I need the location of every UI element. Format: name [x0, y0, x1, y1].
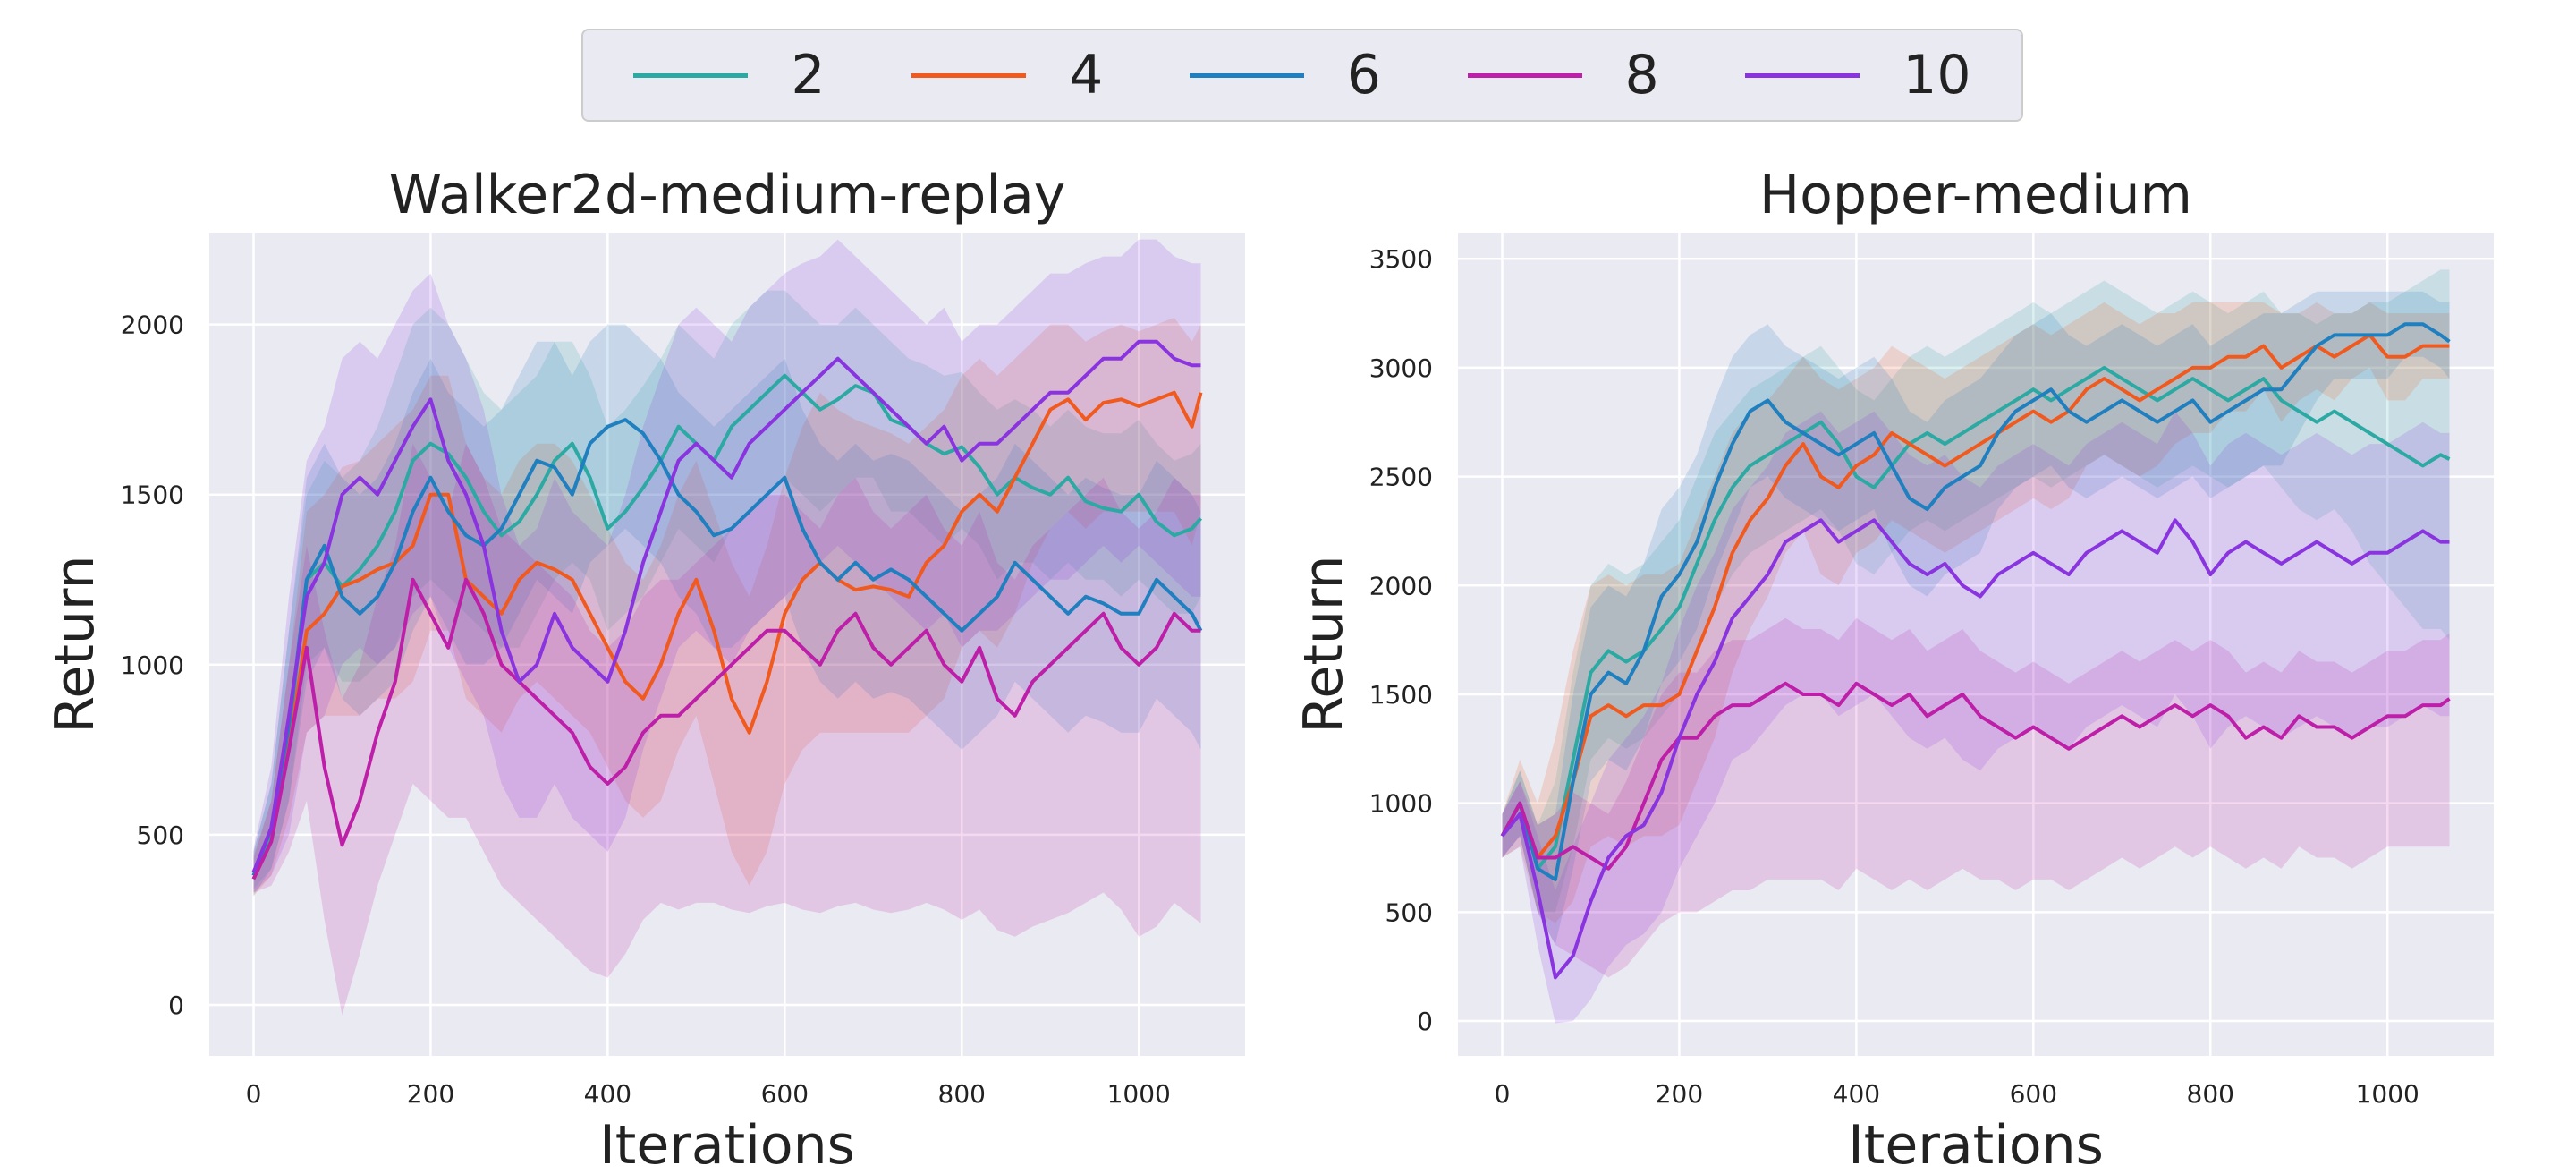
x-axis-label: Iterations [1848, 1114, 2104, 1174]
line-series-10 [251, 339, 1201, 873]
band-series-6 [1502, 291, 2450, 945]
legend-entry-6: 6 [1189, 44, 1410, 106]
line-series-10 [1500, 518, 2450, 980]
line-series-6 [1500, 322, 2451, 881]
y-tick-label: 500 [1385, 898, 1433, 927]
y-tick-label: 500 [137, 821, 184, 850]
hopper-panel: 0 200 400 600 800 1000 0 500 1000 1500 2000 2500 300… [1292, 164, 2494, 1174]
legend-label-10: 10 [1902, 44, 1971, 106]
x-tick-label: 400 [1833, 1079, 1880, 1109]
y-tick-label: 1000 [1369, 789, 1433, 819]
x-tick-label: 1000 [2356, 1079, 2419, 1109]
band-series-10 [253, 239, 1201, 893]
legend-swatch-2 [633, 72, 749, 78]
series-layer [251, 239, 1203, 1016]
y-axis-label: Return [44, 555, 106, 733]
legend-swatch-6 [1189, 72, 1304, 78]
x-tick-label: 200 [1656, 1079, 1703, 1109]
band-series-6 [253, 324, 1201, 897]
line-series-8 [1500, 681, 2451, 871]
x-tick-label: 600 [761, 1079, 809, 1109]
line-series-4 [251, 390, 1203, 880]
chart-title: Hopper-medium [1759, 164, 2192, 226]
x-axis-label: Iterations [599, 1114, 855, 1174]
legend-label-6: 6 [1346, 44, 1381, 106]
legend-entry-4: 4 [911, 44, 1131, 106]
legend-swatch-4 [911, 72, 1027, 78]
x-tick-label: 0 [1495, 1079, 1511, 1109]
x-tick-label: 800 [938, 1079, 986, 1109]
series-layer [1500, 269, 2451, 1024]
band-series-4 [1502, 302, 2450, 923]
x-tick-label: 800 [2187, 1079, 2234, 1109]
y-tick-label: 3500 [1369, 244, 1433, 274]
legend-swatch-10 [1745, 72, 1860, 78]
y-tick-label: 2000 [121, 311, 184, 340]
x-tick-label: 400 [584, 1079, 631, 1109]
line-series-2 [1500, 365, 2451, 871]
legend-entry-2: 2 [633, 44, 853, 106]
band-series-10 [1502, 411, 2450, 1024]
line-series-8 [251, 577, 1201, 880]
plot-area [1458, 233, 2494, 1056]
legend-label-4: 4 [1069, 44, 1104, 106]
legend-entry-8: 8 [1467, 44, 1688, 106]
line-series-4 [1500, 333, 2450, 860]
grid [1458, 233, 2494, 1056]
legend: 2 4 6 8 10 [581, 29, 2023, 122]
y-tick-label: 0 [168, 991, 184, 1020]
line-series-2 [251, 373, 1203, 877]
band-series-4 [253, 318, 1201, 897]
y-tick-label: 1000 [121, 651, 184, 680]
x-tick-label: 200 [407, 1079, 454, 1109]
y-axis-label: Return [1292, 555, 1355, 733]
walker2d-panel: 0 200 400 600 800 1000 0 500 1000 1500 2000 Walker2… [44, 164, 1245, 1174]
line-series-6 [251, 418, 1203, 877]
legend-label-2: 2 [791, 44, 826, 106]
legend-swatch-8 [1467, 72, 1582, 78]
y-tick-label: 2000 [1369, 571, 1433, 600]
y-tick-label: 0 [1417, 1007, 1433, 1036]
x-tick-label: 600 [2010, 1079, 2057, 1109]
band-series-8 [253, 443, 1201, 1016]
band-series-2 [253, 290, 1201, 889]
chart-title: Walker2d-medium-replay [389, 164, 1066, 226]
y-tick-label: 1500 [121, 481, 184, 510]
x-tick-label: 1000 [1107, 1079, 1171, 1109]
legend-entry-10: 10 [1745, 44, 1971, 106]
y-tick-label: 1500 [1369, 680, 1433, 710]
x-tick-label: 0 [246, 1079, 262, 1109]
y-tick-label: 2500 [1369, 463, 1433, 492]
y-tick-label: 3000 [1369, 353, 1433, 383]
legend-label-8: 8 [1624, 44, 1659, 106]
